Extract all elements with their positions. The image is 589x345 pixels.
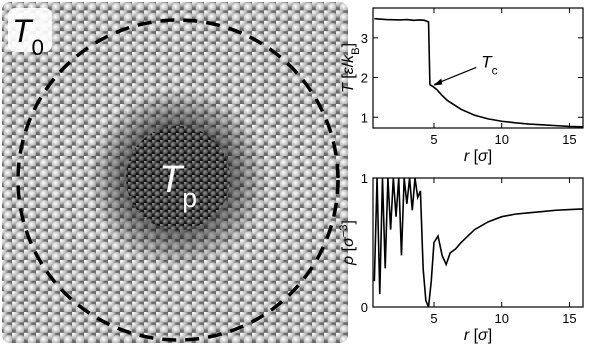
plot-frame [372,7,584,129]
text-part: [ [469,148,478,165]
annotation-label: Tc [481,52,497,77]
y-axis-label: T [ε/kB] [340,43,362,93]
text-part: ε [340,66,357,74]
x-tick-label: 10 [494,132,508,147]
text-part: [ [340,74,357,83]
x-tick-label: 10 [494,311,508,326]
text-part: ] [340,220,357,224]
text-part: ρ [340,256,357,266]
text-part: T [12,13,34,49]
y-tick-label: 1 [361,171,368,186]
text-part: σ [478,148,489,165]
text-part: T [340,82,357,93]
y-tick-label: 3 [361,31,368,46]
text-part: [ [340,246,357,255]
x-tick-label: 5 [430,311,437,326]
text-part: ] [488,148,492,165]
dashed-boundary [16,18,340,342]
text-part: σ [340,236,357,247]
text-part: ] [488,327,492,344]
data-line [373,178,583,307]
text-part: p [182,183,197,213]
label-box [8,8,52,52]
y-tick-label: 0 [361,300,368,315]
text-part: k [340,54,357,63]
x-axis-label: r [σ] [464,148,492,165]
text-part: c [492,63,498,77]
y-axis-label: ρ [σ−3] [338,220,357,266]
text-part: B [350,47,362,54]
text-part: [ [469,327,478,344]
text-part: ] [340,43,357,47]
text-part: T [159,159,185,201]
outer-label: T0 [12,13,44,60]
text-part: / [340,62,357,67]
data-line [374,17,583,128]
text-part: σ [478,327,489,344]
x-axis-label: r [σ] [464,327,492,344]
x-tick-label: 5 [430,132,437,147]
plot-frame [372,177,584,308]
nanoparticle [126,126,230,230]
text-part: r [464,148,470,165]
x-tick-label: 15 [562,311,576,326]
y-tick-label: 2 [361,71,368,86]
x-tick-label: 15 [562,132,576,147]
text-part: −3 [338,224,350,237]
text-part: T [481,52,493,71]
text-part: r [464,327,470,344]
arrow-head [433,78,443,86]
inner-label: Tp [159,159,197,213]
text-part: 0 [32,35,44,60]
y-tick-label: 1 [361,110,368,125]
